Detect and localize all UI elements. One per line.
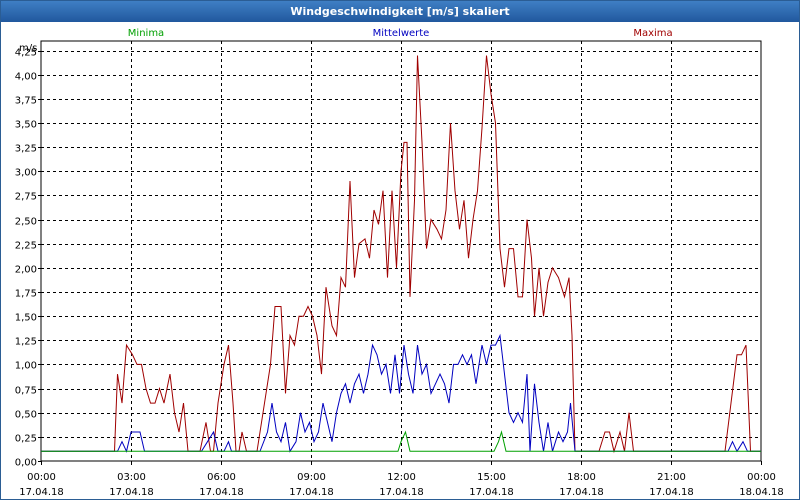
y-tick-label: 2,00 <box>15 265 37 276</box>
x-tick-time: 21:00 <box>657 472 686 483</box>
window-title: Windgeschwindigkeit [m/s] skaliert <box>1 1 799 22</box>
y-tick-label: 1,75 <box>15 289 37 300</box>
y-tick-label: 1,00 <box>15 361 37 372</box>
x-tick-time: 12:00 <box>387 472 416 483</box>
y-tick-label: 3,50 <box>15 120 37 131</box>
grid <box>38 41 762 465</box>
legend-maxima: Maxima <box>633 28 672 39</box>
y-tick-label: 3,25 <box>15 144 37 155</box>
x-tick-date: 17.04.18 <box>199 487 244 498</box>
x-tick-date: 17.04.18 <box>469 487 514 498</box>
legend-mittelwerte: Mittelwerte <box>373 28 430 39</box>
y-tick-label: 0,25 <box>15 434 37 445</box>
series-lines <box>41 55 761 454</box>
series-line-minima <box>41 430 761 452</box>
y-tick-label: 2,50 <box>15 217 37 228</box>
x-tick-time: 18:00 <box>567 472 596 483</box>
x-tick-date: 17.04.18 <box>559 487 604 498</box>
y-tick-label: 3,75 <box>15 96 37 107</box>
x-tick-date: 17.04.18 <box>289 487 334 498</box>
x-tick-labels: 00:00 17.04.18 03:00 17.04.18 06:00 17.04.18 0… <box>19 472 784 498</box>
y-tick-label: 0,75 <box>15 386 37 397</box>
x-tick-time: 00:00 <box>747 472 776 483</box>
series-line-mittelwerte <box>41 333 761 453</box>
x-tick-date: 17.04.18 <box>19 487 64 498</box>
x-tick-time: 03:00 <box>117 472 146 483</box>
x-tick-time: 00:00 <box>27 472 56 483</box>
y-tick-label: 2,75 <box>15 192 37 203</box>
y-tick-label: 1,50 <box>15 313 37 324</box>
x-tick-time: 09:00 <box>297 472 326 483</box>
y-axis-label: m/s <box>19 43 37 54</box>
x-tick-time: 06:00 <box>207 472 236 483</box>
y-tick-label: 4,00 <box>15 72 37 83</box>
series-line-maxima <box>41 55 761 454</box>
legend-minima: Minima <box>128 28 164 39</box>
x-tick-date: 18.04.18 <box>739 487 784 498</box>
y-tick-label: 3,00 <box>15 168 37 179</box>
y-tick-label: 1,25 <box>15 337 37 348</box>
x-tick-date: 17.04.18 <box>379 487 424 498</box>
x-tick-date: 17.04.18 <box>649 487 694 498</box>
x-tick-time: 15:00 <box>477 472 506 483</box>
y-tick-label: 0,50 <box>15 410 37 421</box>
y-tick-label: 4,25 <box>15 48 37 59</box>
y-tick-label: 2,25 <box>15 241 37 252</box>
x-tick-date: 17.04.18 <box>109 487 154 498</box>
y-tick-labels: 0,00 0,25 0,50 0,75 1,00 1,25 1,50 1,75 2,00 2,25… <box>15 48 37 469</box>
y-tick-label: 0,00 <box>15 458 37 469</box>
